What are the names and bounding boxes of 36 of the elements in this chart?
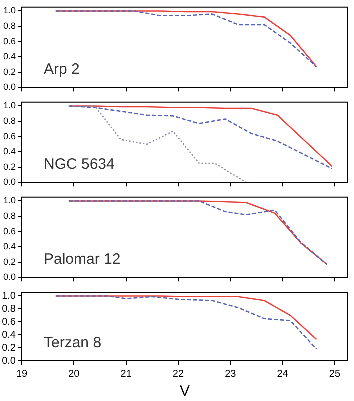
y-tick-label: 0.4 xyxy=(2,330,16,341)
y-tick-label: 0.8 xyxy=(3,20,16,31)
y-tick-label: 0.6 xyxy=(3,131,16,142)
y-tick-label: 0.2 xyxy=(2,342,16,354)
y-tick-label: 0.8 xyxy=(2,304,16,315)
x-tick-label: 25 xyxy=(329,368,341,380)
x-tick-label: 24 xyxy=(277,368,289,380)
y-tick-label: 0.0 xyxy=(3,82,16,92)
y-tick-label: 0.0 xyxy=(2,356,16,367)
y-tick-label: 0.2 xyxy=(3,66,16,77)
y-tick-label: 0.0 xyxy=(3,272,16,282)
annotation: Palomar 12 xyxy=(44,251,121,268)
y-tick-label: 0.6 xyxy=(3,36,16,46)
y-tick-label: 1.0 xyxy=(3,100,16,111)
x-tick-label: 22 xyxy=(172,368,184,380)
y-tick-label: 0.4 xyxy=(3,242,16,252)
x-tick-label: 19 xyxy=(16,368,28,380)
y-tick-label: 0.8 xyxy=(3,210,16,221)
annotation: Terzan 8 xyxy=(44,334,102,352)
y-tick-label: 1.0 xyxy=(3,196,16,206)
y-tick-label: 0.0 xyxy=(3,177,16,188)
y-tick-label: 0.2 xyxy=(3,162,16,172)
x-axis-title: V xyxy=(180,383,190,400)
annotation: Arp 2 xyxy=(44,61,80,78)
x-tick-label: 21 xyxy=(120,368,132,380)
y-tick-label: 0.2 xyxy=(3,256,16,267)
y-tick-label: 1.0 xyxy=(3,6,16,16)
y-tick-label: 1.0 xyxy=(2,290,16,302)
y-tick-label: 0.4 xyxy=(3,52,16,62)
y-tick-label: 0.8 xyxy=(3,116,16,126)
y-tick-label: 0.4 xyxy=(3,146,16,157)
x-tick-label: 20 xyxy=(68,368,80,380)
x-tick-label: 23 xyxy=(225,368,237,380)
y-tick-label: 0.6 xyxy=(2,316,16,328)
annotation: NGC 5634 xyxy=(44,156,115,174)
y-tick-label: 0.6 xyxy=(3,226,16,236)
